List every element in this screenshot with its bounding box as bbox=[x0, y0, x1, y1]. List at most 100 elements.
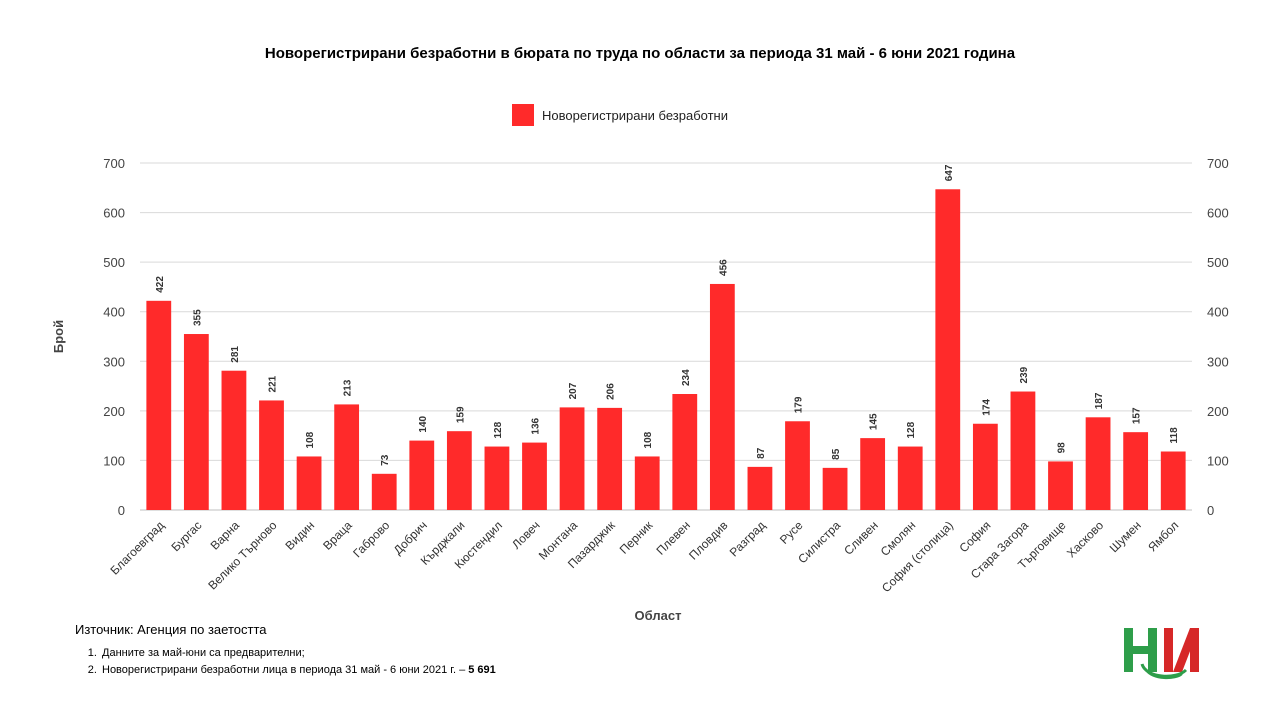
footnote-2: Новорегистрирани безработни лица в перио… bbox=[100, 662, 496, 679]
data-label: 174 bbox=[981, 399, 992, 416]
bar bbox=[484, 446, 510, 510]
bar bbox=[672, 394, 698, 510]
data-label: 647 bbox=[944, 164, 955, 181]
data-label: 159 bbox=[455, 406, 466, 423]
x-tick-label: Разград bbox=[727, 518, 768, 559]
y-axis-label: Брой bbox=[51, 320, 66, 353]
y-tick-label-left: 100 bbox=[103, 453, 125, 468]
data-label: 145 bbox=[869, 413, 880, 430]
y-tick-label-left: 500 bbox=[103, 255, 125, 270]
x-tick-label: София bbox=[956, 518, 993, 555]
y-tick-label-right: 300 bbox=[1207, 354, 1229, 369]
data-label: 355 bbox=[192, 309, 203, 326]
y-tick-label-left: 300 bbox=[103, 354, 125, 369]
nsi-logo-icon bbox=[1124, 628, 1199, 680]
data-label: 179 bbox=[794, 396, 805, 413]
y-tick-label-left: 0 bbox=[118, 503, 125, 518]
x-tick-label: Пловдив bbox=[686, 518, 730, 562]
y-tick-label-right: 600 bbox=[1207, 206, 1229, 221]
data-label: 207 bbox=[568, 382, 579, 399]
y-tick-label-right: 400 bbox=[1207, 305, 1229, 320]
bar bbox=[559, 407, 585, 510]
bar bbox=[146, 300, 172, 510]
x-tick-label: Шумен bbox=[1107, 518, 1144, 555]
bar bbox=[296, 456, 322, 510]
bar bbox=[221, 370, 247, 510]
bar bbox=[1160, 451, 1186, 510]
bar bbox=[822, 467, 848, 510]
y-tick-label-left: 200 bbox=[103, 404, 125, 419]
data-label: 73 bbox=[380, 454, 391, 466]
y-tick-label-right: 200 bbox=[1207, 404, 1229, 419]
x-tick-label: София (столица) bbox=[879, 518, 956, 595]
data-label: 108 bbox=[643, 431, 654, 448]
x-tick-label: Ямбол bbox=[1145, 518, 1181, 554]
x-tick-label: Ловеч bbox=[509, 518, 542, 551]
x-tick-label: Бургас bbox=[168, 518, 204, 554]
data-label: 157 bbox=[1132, 407, 1143, 424]
bar bbox=[972, 423, 998, 510]
y-tick-label-right: 700 bbox=[1207, 156, 1229, 171]
bar bbox=[747, 466, 773, 510]
bar bbox=[1123, 432, 1149, 510]
bar bbox=[1085, 417, 1111, 510]
x-tick-label: Сливен bbox=[841, 518, 881, 558]
data-label: 234 bbox=[681, 369, 692, 386]
x-tick-label: Перник bbox=[617, 518, 656, 557]
data-label: 239 bbox=[1019, 366, 1030, 383]
bar bbox=[334, 404, 360, 510]
data-label: 128 bbox=[493, 421, 504, 438]
y-tick-label-left: 700 bbox=[103, 156, 125, 171]
data-label: 281 bbox=[230, 346, 241, 363]
bar bbox=[522, 442, 547, 510]
data-label: 206 bbox=[606, 383, 617, 400]
x-tick-label: Враца bbox=[320, 518, 355, 553]
data-label: 108 bbox=[305, 431, 316, 448]
y-tick-label-right: 100 bbox=[1207, 453, 1229, 468]
bar bbox=[1010, 391, 1036, 510]
x-axis-label: Област bbox=[635, 608, 682, 623]
y-tick-label-right: 500 bbox=[1207, 255, 1229, 270]
x-tick-label: Габрово bbox=[350, 518, 392, 560]
data-label: 87 bbox=[756, 447, 767, 459]
footnote-1: Данните за май-юни са предварителни; bbox=[100, 645, 496, 662]
x-tick-label: Благоевград bbox=[108, 518, 167, 577]
bar bbox=[709, 283, 735, 510]
footnote-2-text: Новорегистрирани безработни лица в перио… bbox=[102, 664, 466, 676]
data-label: 221 bbox=[268, 375, 279, 392]
y-tick-label-right: 0 bbox=[1207, 503, 1214, 518]
data-label: 422 bbox=[155, 276, 166, 293]
bar bbox=[634, 456, 660, 510]
chart-legend: Новорегистрирани безработни bbox=[512, 104, 728, 126]
x-tick-label: Варна bbox=[208, 518, 243, 553]
bar bbox=[409, 440, 435, 510]
source-note: Източник: Агенция по заетостта bbox=[75, 622, 267, 637]
bar bbox=[183, 334, 209, 510]
data-label: 140 bbox=[418, 415, 429, 432]
chart-title: Новорегистрирани безработни в бюрата по … bbox=[264, 45, 1016, 62]
data-label: 456 bbox=[718, 259, 729, 276]
data-label: 85 bbox=[831, 448, 842, 460]
bar bbox=[935, 189, 961, 510]
bar bbox=[446, 431, 472, 510]
bar bbox=[259, 400, 284, 510]
bar bbox=[597, 407, 623, 510]
y-tick-label-left: 600 bbox=[103, 206, 125, 221]
data-label: 118 bbox=[1169, 427, 1180, 444]
legend-swatch bbox=[512, 104, 534, 126]
y-tick-label-left: 400 bbox=[103, 305, 125, 320]
footnote-2-total: 5 691 bbox=[468, 664, 496, 676]
bar bbox=[1048, 461, 1073, 510]
data-label: 128 bbox=[906, 421, 917, 438]
data-label: 213 bbox=[343, 379, 354, 396]
x-tick-label: Велико Търново bbox=[205, 518, 280, 593]
x-tick-label: Русе bbox=[777, 518, 806, 547]
data-label: 187 bbox=[1094, 392, 1105, 409]
bar bbox=[860, 438, 886, 510]
footnotes: Данните за май-юни са предварителни; Нов… bbox=[80, 645, 496, 679]
bar bbox=[897, 446, 923, 510]
data-label: 136 bbox=[531, 417, 542, 434]
x-tick-label: Хасково bbox=[1064, 518, 1106, 560]
data-label: 98 bbox=[1057, 442, 1068, 454]
